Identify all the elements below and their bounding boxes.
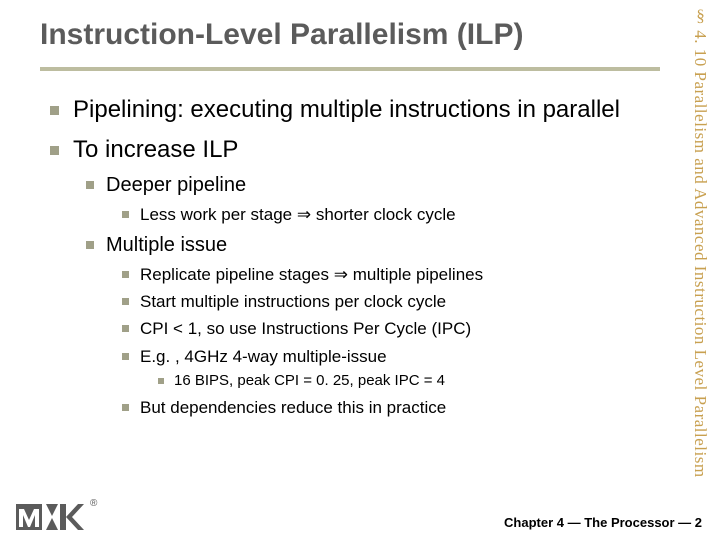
mk-logo-icon xyxy=(16,500,86,532)
bullet-icon xyxy=(122,211,129,218)
bullet-level3: E.g. , 4GHz 4-way multiple-issue xyxy=(122,346,660,367)
bullet-level3: CPI < 1, so use Instructions Per Cycle (… xyxy=(122,318,660,339)
bullet-icon xyxy=(122,404,129,411)
bullet-text: Less work per stage ⇒ shorter clock cycl… xyxy=(140,204,456,225)
bullet-text: Pipelining: executing multiple instructi… xyxy=(73,95,620,125)
slide: Instruction-Level Parallelism (ILP) Pipe… xyxy=(0,0,720,540)
section-side-label: § 4. 10 Parallelism and Advanced Instruc… xyxy=(690,6,710,478)
registered-mark: ® xyxy=(90,498,97,509)
bullet-level2: Deeper pipeline xyxy=(86,173,660,198)
bullet-icon xyxy=(86,181,94,189)
bullet-text: Deeper pipeline xyxy=(106,173,246,198)
bullet-level1: To increase ILP xyxy=(50,135,660,165)
bullet-icon xyxy=(122,353,129,360)
bullet-level4: 16 BIPS, peak CPI = 0. 25, peak IPC = 4 xyxy=(158,372,660,391)
bullet-level2: Multiple issue xyxy=(86,233,660,258)
bullet-icon xyxy=(122,325,129,332)
bullet-icon xyxy=(122,271,129,278)
bullet-level1: Pipelining: executing multiple instructi… xyxy=(50,95,660,125)
bullet-text: Replicate pipeline stages ⇒ multiple pip… xyxy=(140,264,483,285)
footer-text: Chapter 4 — The Processor — 2 xyxy=(504,515,702,530)
bullet-icon xyxy=(50,146,59,155)
bullet-level3: Replicate pipeline stages ⇒ multiple pip… xyxy=(122,264,660,285)
bullet-level3: But dependencies reduce this in practice xyxy=(122,397,660,418)
bullet-text: 16 BIPS, peak CPI = 0. 25, peak IPC = 4 xyxy=(174,372,445,391)
bullet-level3: Start multiple instructions per clock cy… xyxy=(122,291,660,312)
bullet-text: But dependencies reduce this in practice xyxy=(140,397,446,418)
bullet-text: Start multiple instructions per clock cy… xyxy=(140,291,446,312)
bullet-text: Multiple issue xyxy=(106,233,227,258)
slide-title: Instruction-Level Parallelism (ILP) xyxy=(40,18,680,53)
bullet-icon xyxy=(122,298,129,305)
bullet-text: E.g. , 4GHz 4-way multiple-issue xyxy=(140,346,387,367)
title-area: Instruction-Level Parallelism (ILP) xyxy=(0,0,720,59)
content-area: Pipelining: executing multiple instructi… xyxy=(0,71,720,428)
bullet-icon xyxy=(158,378,164,384)
bullet-text: To increase ILP xyxy=(73,135,238,165)
bullet-icon xyxy=(50,106,59,115)
bullet-text: CPI < 1, so use Instructions Per Cycle (… xyxy=(140,318,471,339)
publisher-logo: ® xyxy=(16,500,97,532)
bullet-level3: Less work per stage ⇒ shorter clock cycl… xyxy=(122,204,660,225)
bullet-icon xyxy=(86,241,94,249)
